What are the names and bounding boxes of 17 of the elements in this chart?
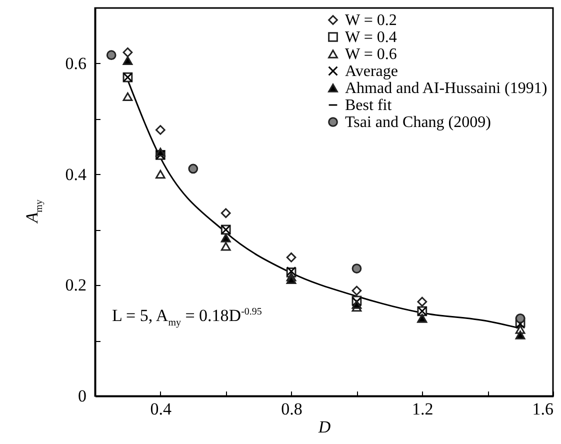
y-tick-label: 0.4 xyxy=(65,164,87,184)
y-tick-label: 0.2 xyxy=(65,276,86,295)
legend-label: W = 0.4 xyxy=(345,29,397,46)
annotation: L = 5, A$_{my}$ = 0.18D$^{-0.95}$ xyxy=(112,306,262,328)
x-tick-label: 0.8 xyxy=(281,400,302,418)
x-axis-title: D xyxy=(317,418,332,436)
x-tick-label: 1.6 xyxy=(532,400,554,418)
x-tick-label: 0.4 xyxy=(150,400,172,418)
legend-label: W = 0.6 xyxy=(345,46,397,63)
x-tick-label: 1.2 xyxy=(412,400,434,418)
legend-label: Best fit xyxy=(345,97,392,114)
legend-label: Average xyxy=(345,63,398,80)
legend-label: Tsai and Chang (2009) xyxy=(345,114,491,131)
legend-label: W = 0.2 xyxy=(345,12,397,29)
y-tick-label: 0.6 xyxy=(65,54,86,73)
legend-label: Ahmad and AI-Hussaini (1991) xyxy=(345,80,548,97)
y-tick-label: 0 xyxy=(78,386,86,406)
